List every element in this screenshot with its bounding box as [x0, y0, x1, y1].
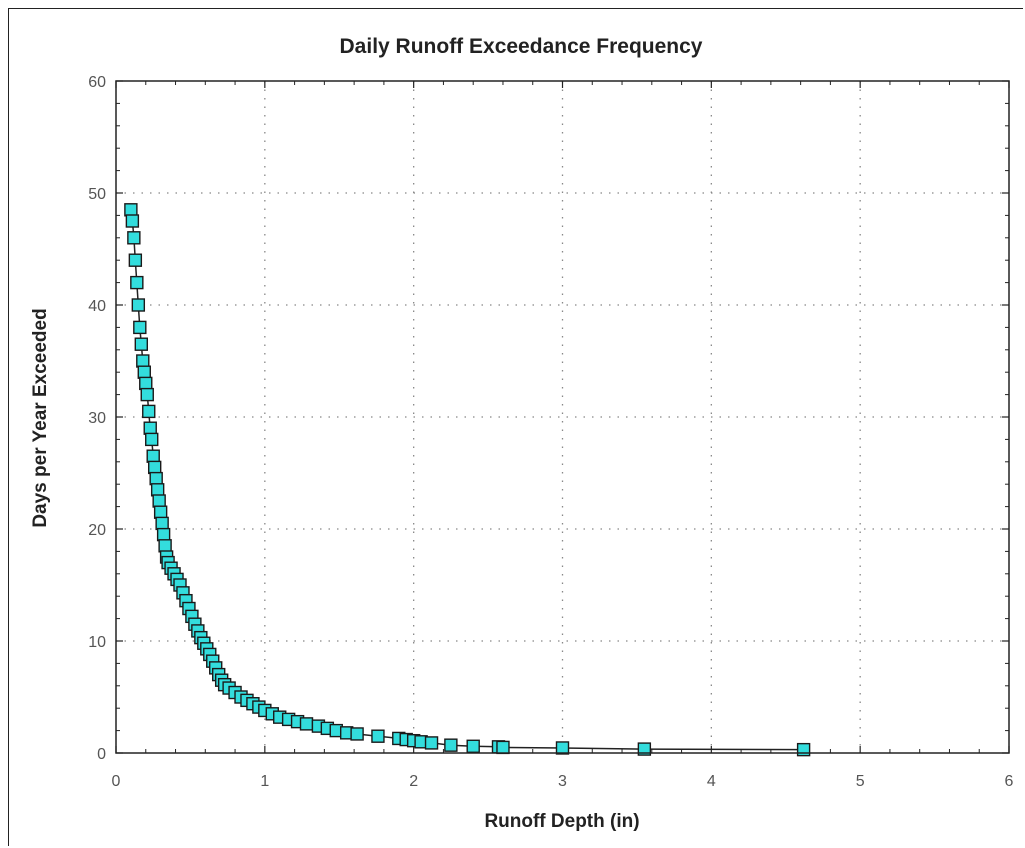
data-point-marker [466, 739, 480, 753]
y-tick-label: 20 [88, 522, 106, 539]
data-point-marker [145, 432, 159, 447]
y-tick-label: 60 [88, 74, 106, 91]
x-tick-label: 5 [856, 773, 865, 790]
x-tick-label: 4 [707, 773, 716, 790]
y-tick-label: 10 [88, 634, 106, 651]
data-point-marker [139, 376, 153, 391]
data-series [124, 203, 811, 757]
data-point-marker [131, 298, 146, 312]
y-tick-label: 50 [88, 186, 106, 203]
x-tick-label: 3 [558, 773, 567, 790]
x-tick-label: 0 [112, 773, 121, 790]
data-point-marker [444, 738, 458, 752]
plot-border [115, 80, 1010, 754]
data-point-marker [350, 727, 364, 741]
data-point-marker [555, 741, 570, 755]
x-axis-label: Runoff Depth (in) [484, 811, 639, 832]
chart-frame [8, 8, 1023, 846]
y-tick-label: 30 [88, 410, 106, 427]
data-point-marker [130, 275, 144, 290]
data-point-marker [128, 253, 143, 267]
x-tick-label: 6 [1005, 773, 1014, 790]
data-point-marker [133, 320, 147, 335]
data-point-marker [125, 214, 140, 228]
data-point-marker [371, 729, 385, 743]
chart-title: Daily Runoff Exceedance Frequency [340, 35, 703, 58]
data-point-marker [136, 354, 150, 368]
data-point-marker [152, 494, 166, 508]
data-point-marker [149, 471, 163, 486]
x-tick-label: 2 [409, 773, 418, 790]
data-point-marker [137, 365, 151, 379]
data-point-marker [124, 203, 138, 217]
data-point-marker [156, 527, 171, 542]
data-point-marker [140, 387, 154, 402]
x-tick-label: 1 [260, 773, 269, 790]
data-point-marker [127, 231, 141, 245]
data-point-marker [147, 460, 162, 475]
data-point-marker [496, 740, 510, 755]
data-point-marker [142, 404, 156, 419]
data-point-marker [637, 742, 652, 756]
y-axis-label: Days per Year Exceeded [30, 308, 51, 527]
y-tick-label: 40 [88, 298, 106, 315]
series-line [130, 209, 804, 751]
data-point-marker [153, 505, 168, 519]
grid [116, 81, 1009, 753]
data-point-marker [146, 449, 160, 463]
y-tick-label: 0 [97, 746, 106, 763]
data-point-marker [424, 736, 439, 750]
data-point-marker [299, 717, 314, 731]
data-point-marker [134, 337, 149, 351]
data-point-marker [158, 539, 172, 553]
data-point-marker [796, 742, 811, 757]
data-point-marker [143, 421, 157, 435]
data-point-marker [155, 516, 169, 531]
data-point-marker [150, 483, 165, 497]
